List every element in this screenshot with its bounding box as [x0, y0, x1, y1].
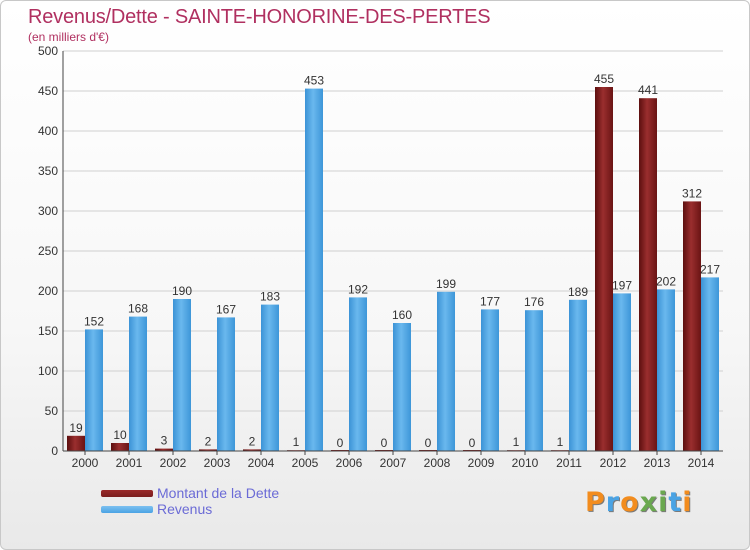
- data-label-revenus: 176: [524, 295, 544, 309]
- data-label-dette: 2: [249, 434, 256, 448]
- data-label-dette: 3: [161, 434, 168, 448]
- bar-revenus: [349, 297, 367, 451]
- x-tick-label: 2001: [116, 456, 143, 470]
- bar-revenus: [129, 316, 147, 451]
- data-label-revenus: 453: [304, 74, 324, 88]
- x-tick-label: 2014: [688, 456, 715, 470]
- bar-revenus: [525, 310, 543, 451]
- bar-revenus: [85, 329, 103, 451]
- bar-revenus: [217, 317, 235, 451]
- x-tick-label: 2010: [512, 456, 539, 470]
- y-tick-label: 400: [38, 124, 58, 138]
- data-label-dette: 1: [513, 435, 520, 449]
- bar-dette: [683, 201, 701, 451]
- chart-subtitle: (en milliers d'€): [28, 30, 109, 44]
- x-tick-label: 2012: [600, 456, 627, 470]
- x-tick-label: 2013: [644, 456, 671, 470]
- data-label-dette: 1: [557, 435, 564, 449]
- legend-swatch-dette: [101, 490, 153, 497]
- x-tick-label: 2006: [336, 456, 363, 470]
- y-tick-label: 500: [38, 44, 58, 58]
- logo-letter: r: [605, 487, 621, 518]
- bar-revenus: [261, 304, 279, 451]
- data-label-dette: 2: [205, 434, 212, 448]
- bar-dette: [243, 449, 261, 451]
- data-label-revenus: 192: [348, 282, 368, 296]
- data-label-dette: 10: [113, 428, 127, 442]
- x-tick-label: 2003: [204, 456, 231, 470]
- bar-dette: [111, 443, 129, 451]
- bar-revenus: [173, 299, 191, 451]
- x-tick-label: 2005: [292, 456, 319, 470]
- data-label-revenus: 183: [260, 290, 280, 304]
- data-label-dette: 312: [682, 186, 702, 200]
- data-label-revenus: 217: [700, 262, 720, 276]
- x-tick-label: 2004: [248, 456, 275, 470]
- data-label-dette: 19: [69, 421, 83, 435]
- data-label-revenus: 160: [392, 308, 412, 322]
- x-tick-label: 2000: [72, 456, 99, 470]
- x-tick-label: 2007: [380, 456, 407, 470]
- bar-dette: [67, 435, 85, 451]
- legend-label-revenus: Revenus: [157, 501, 213, 517]
- data-label-revenus: 199: [436, 277, 456, 291]
- y-tick-label: 150: [38, 324, 58, 338]
- data-label-dette: 1: [293, 435, 300, 449]
- bar-revenus: [481, 309, 499, 451]
- bar-dette: [155, 448, 173, 451]
- data-label-revenus: 168: [128, 302, 148, 316]
- y-tick-label: 50: [45, 404, 59, 418]
- data-label-revenus: 177: [480, 294, 500, 308]
- x-tick-label: 2002: [160, 456, 187, 470]
- bar-revenus: [701, 277, 719, 451]
- data-label-dette: 0: [381, 436, 388, 450]
- logo-letter: i: [682, 487, 693, 518]
- data-label-revenus: 189: [568, 285, 588, 299]
- y-tick-label: 250: [38, 244, 58, 258]
- data-label-dette: 0: [469, 436, 476, 450]
- y-tick-label: 100: [38, 364, 58, 378]
- data-label-revenus: 202: [656, 274, 676, 288]
- data-label-dette: 455: [594, 72, 614, 86]
- legend-label-dette: Montant de la Dette: [157, 485, 280, 501]
- y-tick-label: 0: [51, 444, 58, 458]
- y-tick-label: 450: [38, 84, 58, 98]
- logo-letter: P: [585, 487, 606, 518]
- bar-revenus: [613, 293, 631, 451]
- chart-title: Revenus/Dette - SAINTE-HONORINE-DES-PERT…: [28, 6, 491, 28]
- bar-dette: [639, 98, 657, 451]
- logo-letter: x: [639, 487, 659, 518]
- data-label-dette: 0: [337, 436, 344, 450]
- y-tick-label: 350: [38, 164, 58, 178]
- y-tick-label: 300: [38, 204, 58, 218]
- x-tick-label: 2008: [424, 456, 451, 470]
- data-label-revenus: 197: [612, 278, 632, 292]
- bar-dette: [595, 87, 613, 451]
- bar-revenus: [393, 323, 411, 451]
- bar-revenus: [569, 299, 587, 451]
- proxiti-logo[interactable]: Proxiti: [585, 487, 693, 518]
- data-label-revenus: 190: [172, 284, 192, 298]
- data-label-dette: 441: [638, 83, 658, 97]
- bar-dette: [199, 449, 217, 451]
- x-tick-label: 2011: [556, 456, 582, 470]
- data-label-revenus: 167: [216, 302, 236, 316]
- legend-swatch-revenus: [101, 506, 153, 513]
- y-tick-label: 200: [38, 284, 58, 298]
- bar-revenus: [657, 289, 675, 451]
- data-label-dette: 0: [425, 436, 432, 450]
- logo-letter: t: [668, 487, 683, 518]
- x-tick-label: 2009: [468, 456, 495, 470]
- bar-revenus: [305, 88, 323, 451]
- logo-letter: o: [620, 487, 640, 518]
- data-label-revenus: 152: [84, 314, 104, 328]
- bar-revenus: [437, 291, 455, 451]
- logo-letter: i: [658, 487, 669, 518]
